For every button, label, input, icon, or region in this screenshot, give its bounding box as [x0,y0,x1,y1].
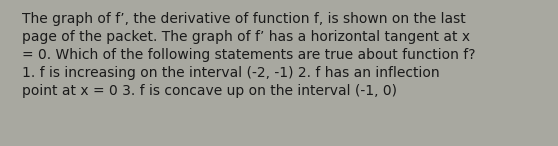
Text: The graph of f’, the derivative of function f, is shown on the last
page of the : The graph of f’, the derivative of funct… [22,12,476,98]
